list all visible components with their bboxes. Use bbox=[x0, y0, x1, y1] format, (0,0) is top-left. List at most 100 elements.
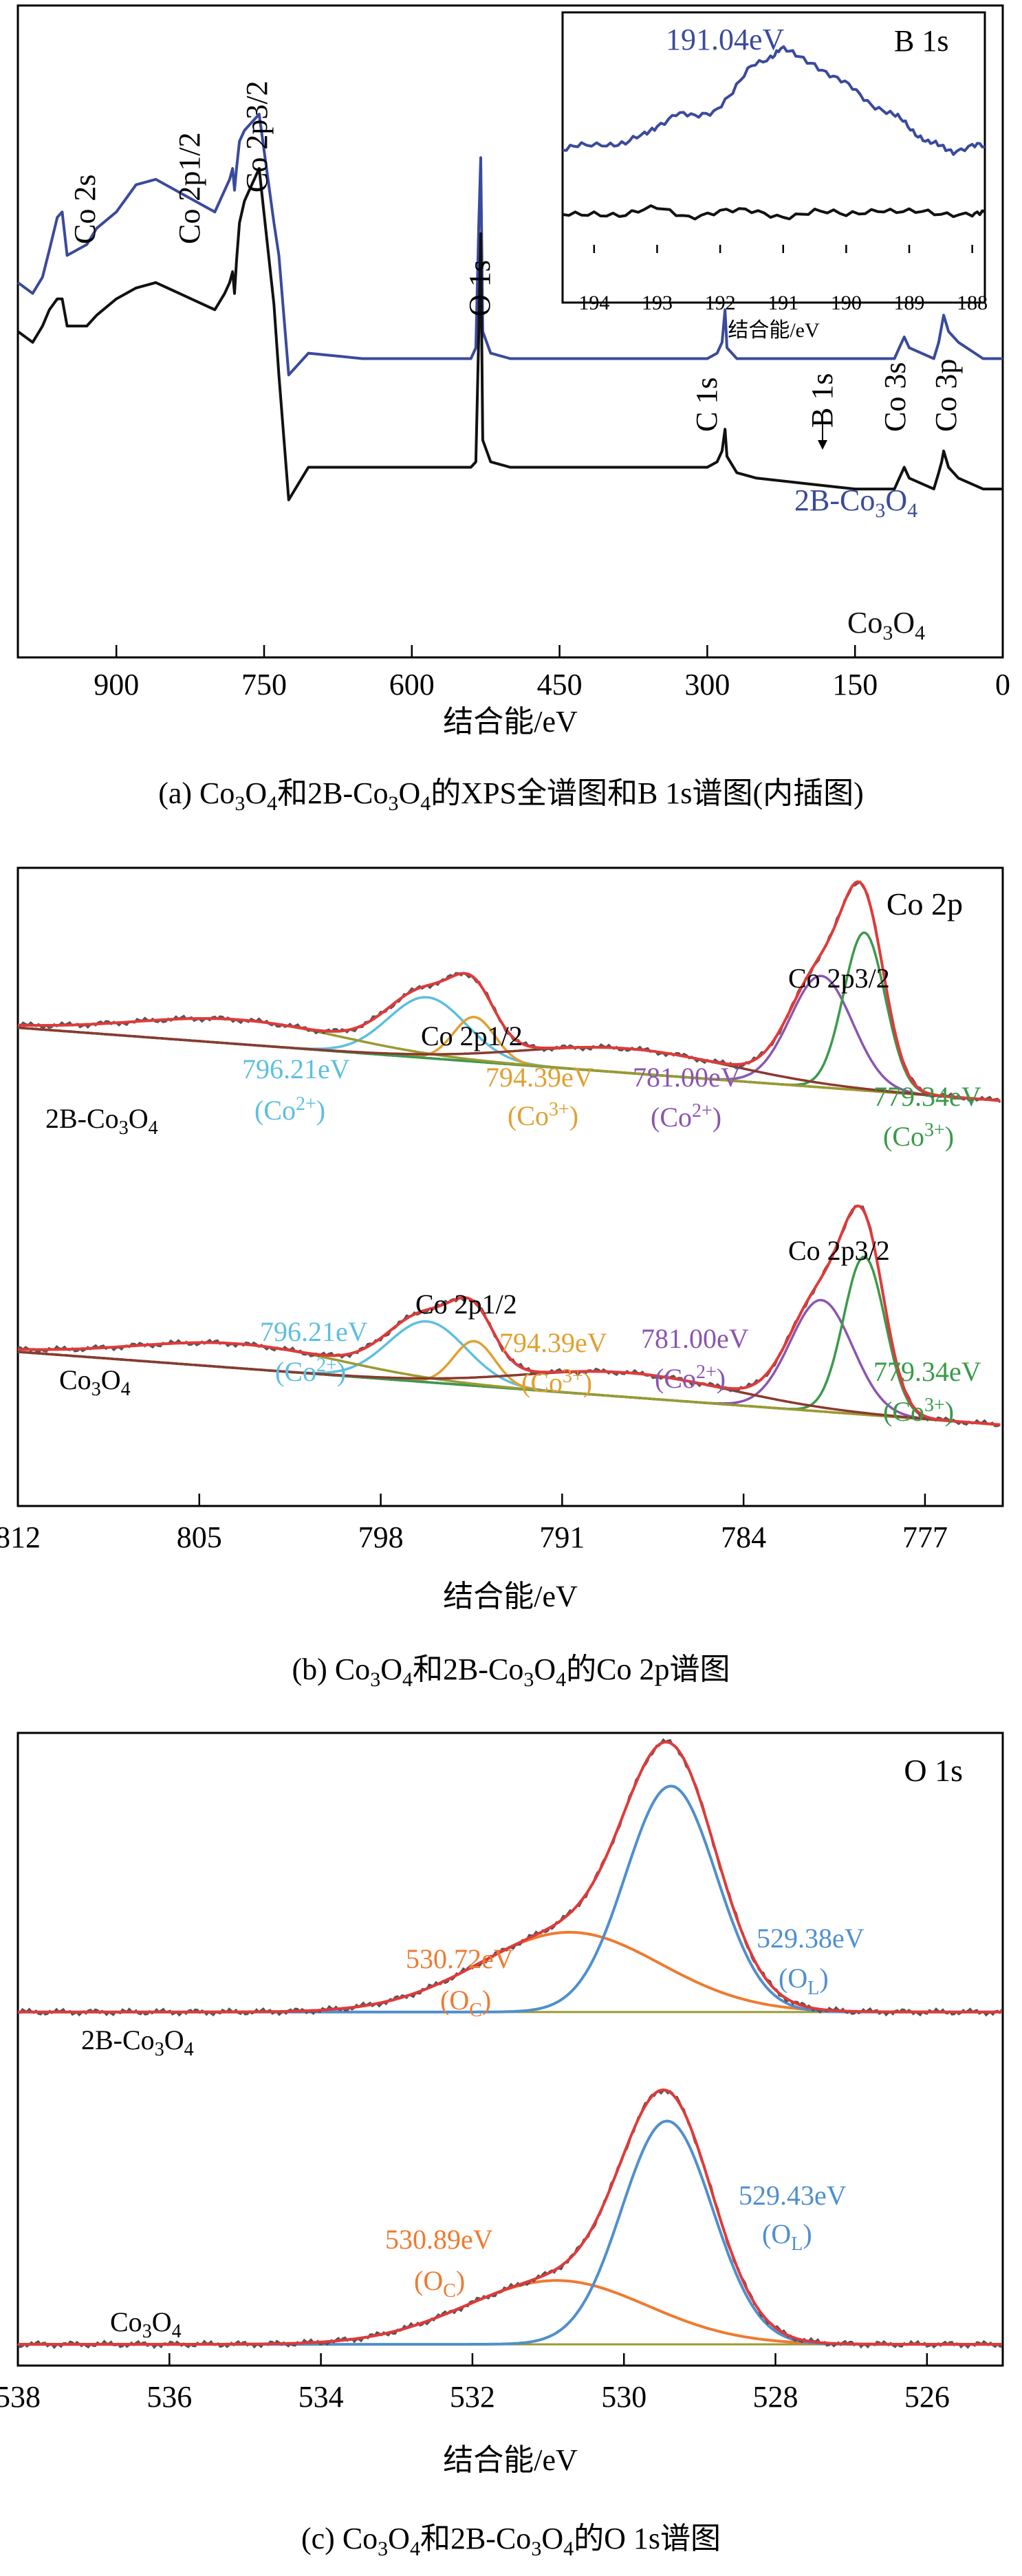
inset-x-ticks: 194 193 192 191 190 189 188 bbox=[578, 245, 988, 314]
c-envelope-co3o4 bbox=[18, 2088, 1002, 2346]
panel-b-x-ticks: 812 805 798 791 784 777 bbox=[0, 1494, 948, 1554]
peak-label-c-1s: C 1s bbox=[690, 378, 724, 432]
b-co3o4-co2-781-value: 781.00eV bbox=[641, 1323, 749, 1354]
b-2b-co2-796-value: 796.21eV bbox=[242, 1054, 350, 1084]
b-2b-co3-794-value: 794.39eV bbox=[486, 1062, 594, 1093]
peak-label-co-3s: Co 3s bbox=[878, 362, 912, 432]
panel-c-caption: (c) Co3O4和2B-Co3O4的O 1s谱图 bbox=[301, 2522, 721, 2560]
panel-c-x-ticks: 538 536 534 532 530 528 526 bbox=[0, 2353, 950, 2414]
panel-b-title: Co 2p bbox=[887, 886, 963, 921]
inset-x-axis-label: 结合能/eV bbox=[728, 319, 820, 342]
panel-a-x-tick-label: 450 bbox=[537, 668, 583, 701]
b-2b-co3-794-ion: (Co3+) bbox=[508, 1099, 578, 1131]
inset-title: B 1s bbox=[894, 24, 948, 58]
inset-x-tick-label: 194 bbox=[578, 292, 609, 314]
panel-c-sample-2b: 2B-Co3O4 bbox=[81, 2024, 194, 2060]
panel-c: 538 536 534 532 530 528 526 O 1s 结合能/eV 2B-Co3… bbox=[0, 1732, 1004, 2560]
c-co3o4-ol-value: 529.43eV bbox=[739, 2180, 847, 2211]
panel-c-x-tick-label: 530 bbox=[601, 2380, 646, 2414]
b1s-inset: 194 193 192 191 190 189 188 B 1s 191.04eV 结合能/… bbox=[561, 11, 988, 342]
panel-b-sample-2b: 2B-Co3O4 bbox=[45, 1103, 158, 1139]
c-co3o4-ol-ion: (OL) bbox=[762, 2218, 812, 2255]
inset-frame bbox=[561, 11, 986, 304]
panel-a-x-tick-label: 150 bbox=[832, 668, 878, 701]
panel-b-x-tick-label: 777 bbox=[902, 1520, 948, 1554]
b-component-co3o4-5 bbox=[17, 1351, 1001, 1426]
panel-c-series bbox=[17, 1738, 1003, 2349]
inset-x-tick-label: 192 bbox=[705, 292, 736, 314]
panel-c-x-tick-label: 534 bbox=[298, 2380, 344, 2414]
b-2b-co2-781-value: 781.00eV bbox=[633, 1062, 741, 1093]
panel-b-x-tick-label: 812 bbox=[0, 1520, 41, 1554]
b-co3o4-co3-794-ion: (Co3+) bbox=[521, 1366, 592, 1398]
panel-b-x-tick-label: 798 bbox=[358, 1520, 404, 1554]
inset-x-tick-label: 190 bbox=[831, 292, 862, 314]
peak-label-co-2s: Co 2s bbox=[68, 175, 102, 244]
panel-a-x-axis-label: 结合能/eV bbox=[443, 705, 578, 739]
panel-b-series bbox=[17, 880, 1001, 1428]
panel-a-x-tick-label: 300 bbox=[684, 668, 730, 701]
panel-c-sample-co3o4: Co3O4 bbox=[110, 2306, 182, 2342]
inset-line-2b-co3o4 bbox=[562, 45, 986, 156]
panel-a-caption: (a) Co3O4和2B-Co3O4的XPS全谱图和B 1s谱图(内插图) bbox=[158, 776, 864, 815]
c-ol-component-2b bbox=[18, 1784, 1002, 2013]
b-co3o4-co2-781-ion: (Co2+) bbox=[655, 1362, 726, 1394]
b-co3o4-co2-796-value: 796.21eV bbox=[260, 1316, 368, 1347]
inset-peak-label: 191.04eV bbox=[666, 23, 785, 56]
peak-label-co-2p32: Co 2p3/2 bbox=[240, 80, 274, 193]
panel-b-sample-co3o4: Co3O4 bbox=[59, 1364, 131, 1400]
series-label-co3o4: Co3O4 bbox=[847, 606, 925, 644]
panel-c-x-tick-label: 538 bbox=[0, 2380, 41, 2414]
inset-series bbox=[562, 45, 986, 221]
panel-a-x-tick-label: 0 bbox=[995, 668, 1010, 701]
c-envelope-2b bbox=[18, 1740, 1002, 2013]
panel-c-frame bbox=[17, 1732, 1004, 2367]
panel-a-series bbox=[17, 113, 1003, 501]
b-co3o4-co3-779-value: 779.34eV bbox=[873, 1356, 981, 1387]
panel-c-title: O 1s bbox=[904, 1753, 963, 1788]
b-component-2b-5 bbox=[17, 1026, 1001, 1102]
panel-b-x-tick-label: 805 bbox=[177, 1520, 222, 1554]
series-line-co3o4 bbox=[17, 167, 1003, 501]
series-line-2b-co3o4 bbox=[17, 113, 1003, 377]
panel-b-co3o4-co2p32-label: Co 2p3/2 bbox=[788, 1235, 890, 1266]
series-label-2b-co3o4: 2B-Co3O4 bbox=[794, 483, 917, 522]
inset-line-co3o4 bbox=[562, 204, 986, 221]
panel-b-co3o4-co2p12-label: Co 2p1/2 bbox=[415, 1289, 517, 1320]
panel-b-x-axis-label: 结合能/eV bbox=[443, 1580, 578, 1613]
inset-x-tick-label: 193 bbox=[642, 292, 673, 314]
panel-a-x-ticks: 900 750 600 450 300 150 0 bbox=[94, 645, 1010, 701]
panel-a-x-tick-label: 750 bbox=[241, 668, 287, 701]
panel-a-x-tick-label: 600 bbox=[389, 668, 435, 701]
panel-b-x-tick-label: 784 bbox=[721, 1520, 766, 1554]
b-1s-arrow-head bbox=[818, 440, 827, 450]
c-co3o4-oc-value: 530.89eV bbox=[385, 2224, 493, 2255]
panel-c-x-axis-label: 结合能/eV bbox=[443, 2443, 578, 2477]
panel-b-2b-co2p32-label: Co 2p3/2 bbox=[788, 963, 890, 994]
c-2b-ol-value: 529.38eV bbox=[757, 1923, 865, 1954]
b-2b-co2-781-ion: (Co2+) bbox=[651, 1100, 721, 1133]
c-2b-ol-ion: (OL) bbox=[779, 1963, 829, 1999]
b-2b-co3-779-value: 779.34eV bbox=[873, 1081, 981, 1112]
b-envelope-2b bbox=[17, 880, 1001, 1102]
b-co3o4-co3-794-value: 794.39eV bbox=[499, 1327, 607, 1358]
peak-label-o-1s: O 1s bbox=[463, 260, 497, 316]
inset-x-tick-label: 188 bbox=[957, 292, 988, 314]
b-2b-co2-796-ion: (Co2+) bbox=[254, 1093, 325, 1126]
panel-c-x-tick-label: 526 bbox=[904, 2380, 950, 2414]
panel-a-x-tick-label: 900 bbox=[94, 668, 139, 701]
panel-c-x-tick-label: 536 bbox=[146, 2380, 192, 2414]
inset-x-tick-label: 189 bbox=[894, 292, 925, 314]
b-2b-co3-779-ion: (Co3+) bbox=[883, 1120, 954, 1152]
panel-b: 812 805 798 791 784 777 Co 2p 结合能/eV 2B-Co3O4… bbox=[0, 866, 1004, 1691]
panel-c-x-tick-label: 532 bbox=[450, 2380, 495, 2414]
b-co3o4-co2-796-ion: (Co2+) bbox=[275, 1355, 346, 1387]
panel-b-frame bbox=[17, 866, 1004, 1507]
panel-b-caption: (b) Co3O4和2B-Co3O4的Co 2p谱图 bbox=[292, 1652, 730, 1691]
inset-x-tick-label: 191 bbox=[768, 292, 798, 314]
b-envelope-co3o4 bbox=[17, 1204, 1001, 1426]
panel-b-x-tick-label: 791 bbox=[539, 1520, 585, 1554]
b-co3o4-co3-779-ion: (Co3+) bbox=[883, 1395, 954, 1427]
panel-c-x-tick-label: 528 bbox=[753, 2380, 798, 2414]
